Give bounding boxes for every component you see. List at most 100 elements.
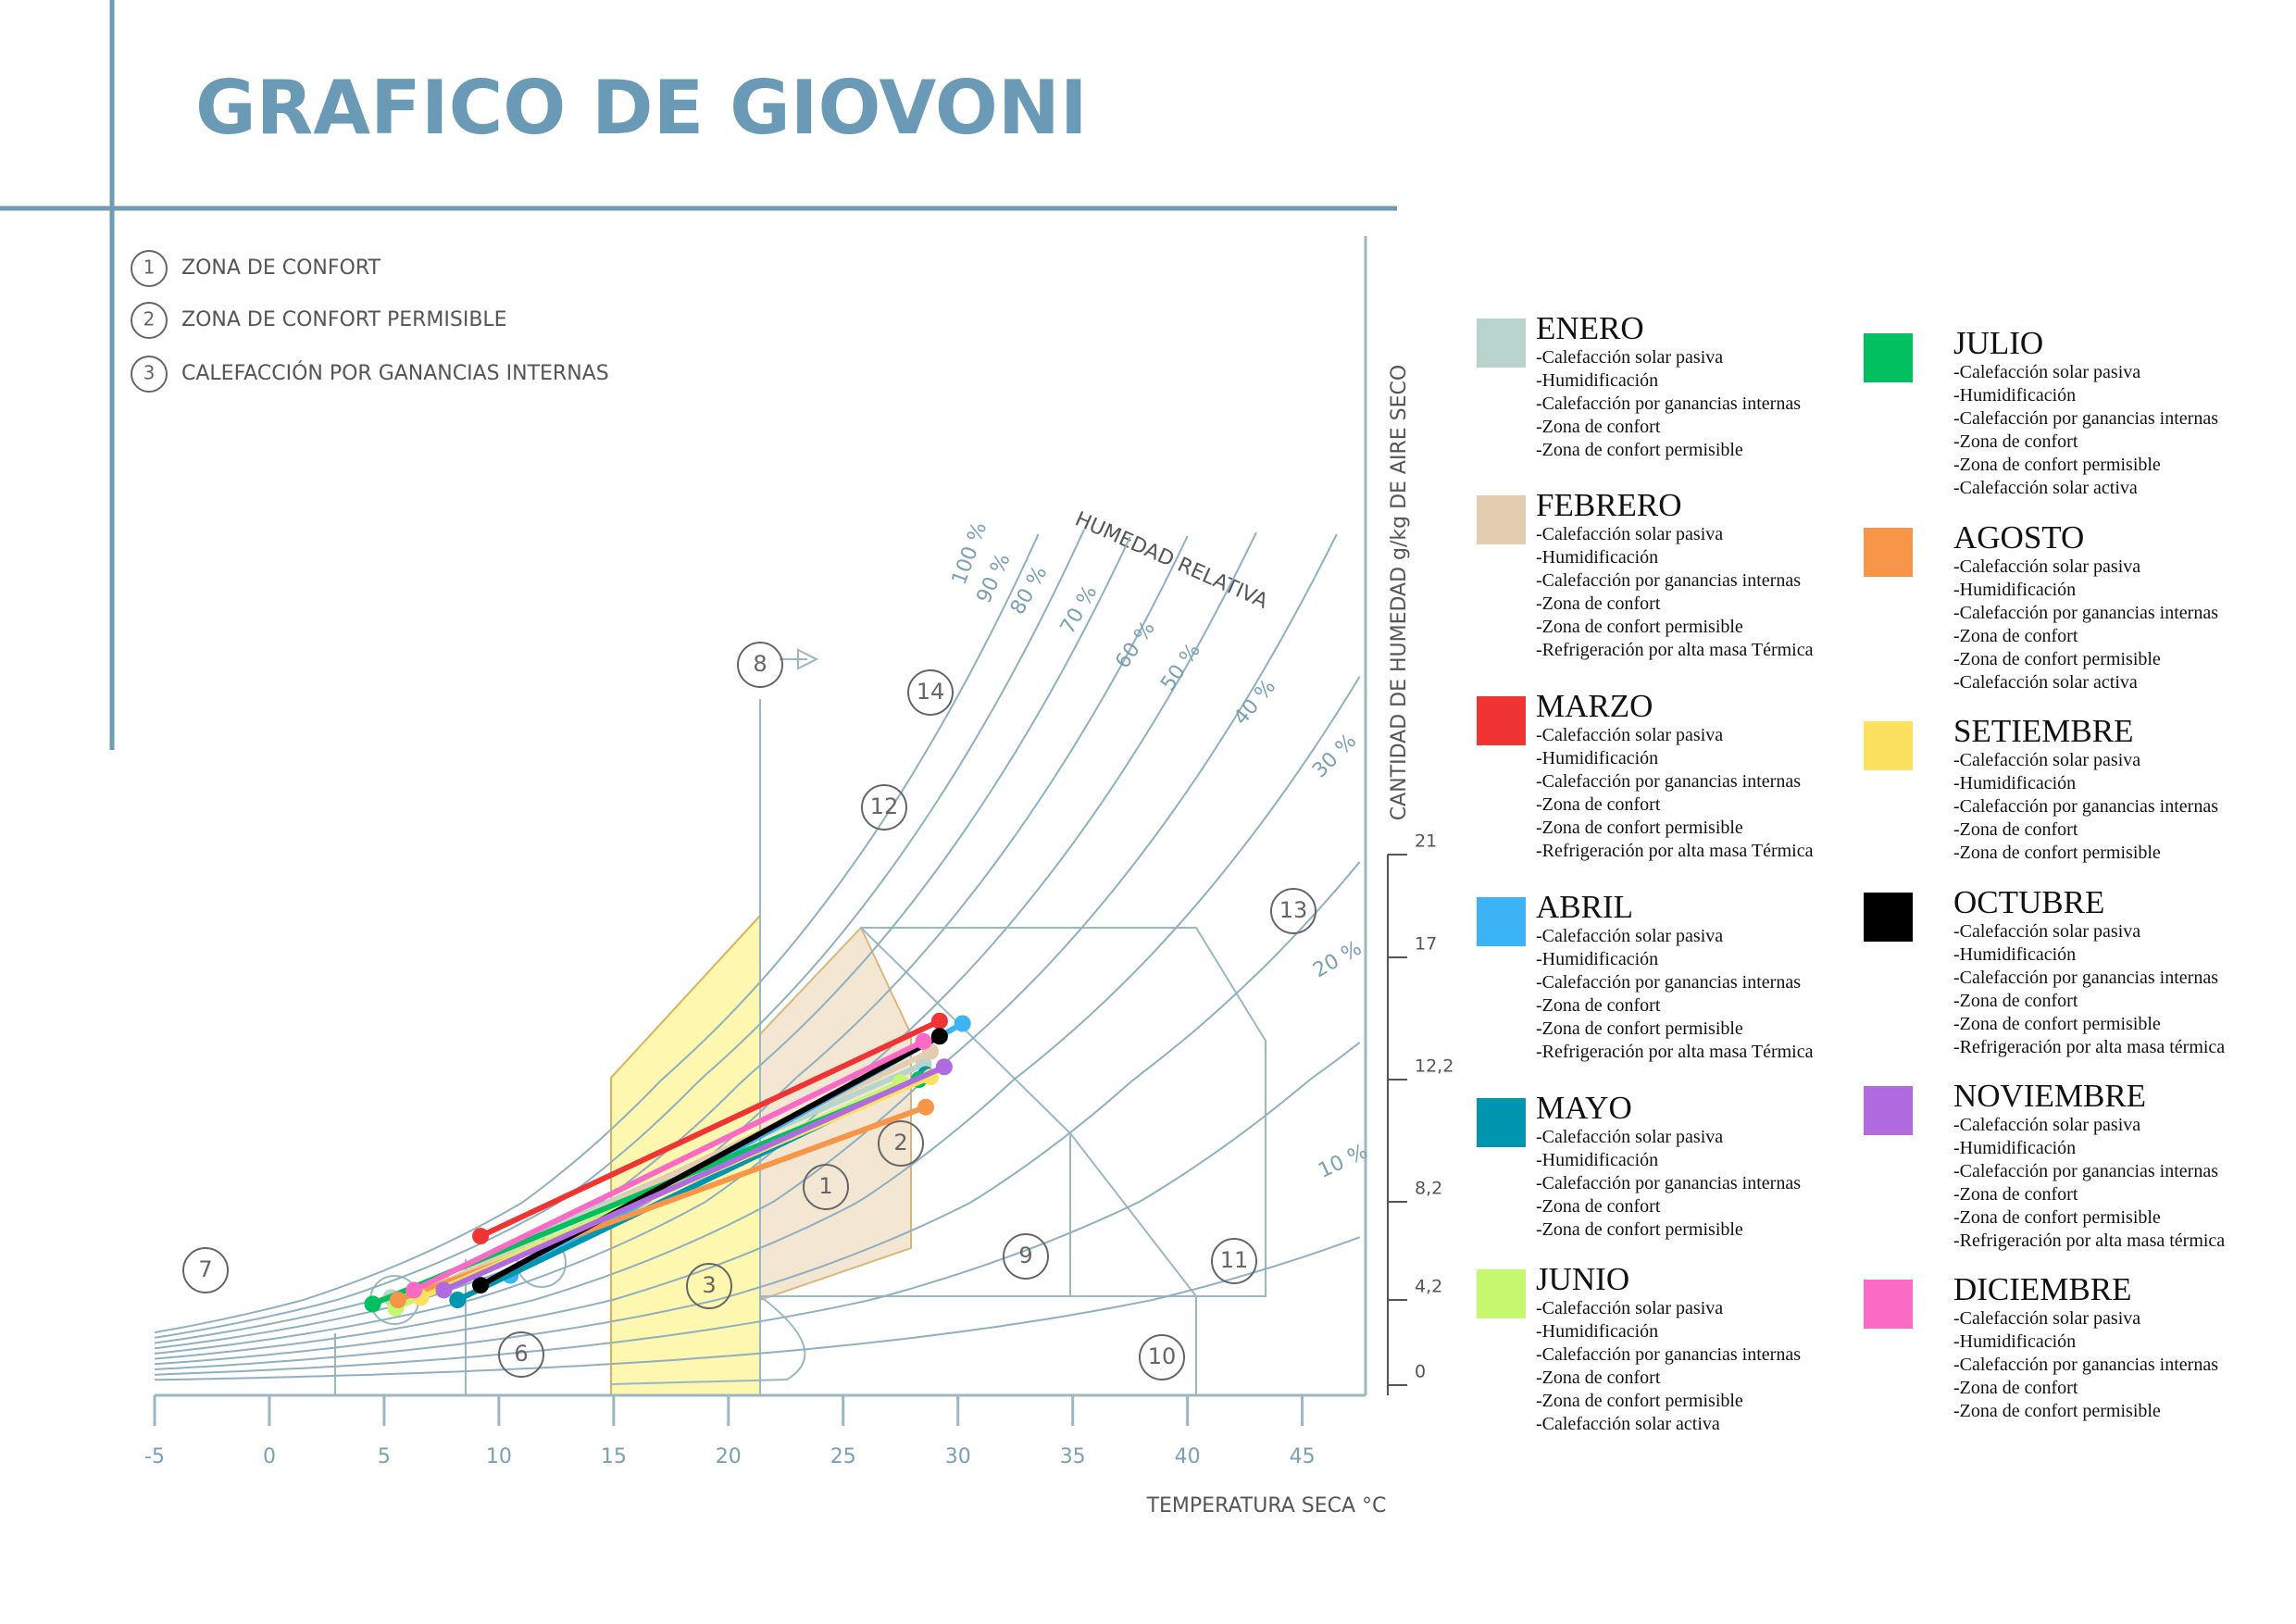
legend-strategy: -Zona de confort permisible: [1953, 843, 2161, 863]
legend-strategy: -Calefacción solar pasiva: [1536, 524, 1723, 544]
legend-strategy: -Zona de confort: [1536, 417, 1661, 437]
key-text: ZONA DE CONFORT: [181, 256, 381, 280]
zone-13-outline: [760, 927, 1267, 1297]
zone-circle: [182, 1247, 229, 1293]
rh-curve: [154, 1042, 1361, 1376]
month-point: [954, 1015, 971, 1032]
legend-strategy: -Calefacción solar pasiva: [1953, 921, 2140, 942]
y-tick-label: 21: [1415, 831, 1437, 852]
legend-strategy: -Zona de confort permisible: [1953, 1014, 2161, 1034]
legend-strategy: -Zona de confort permisible: [1953, 455, 2161, 475]
zone-circle: [1270, 888, 1316, 934]
key-circle: [131, 356, 168, 393]
zone-circle: [1003, 1233, 1049, 1280]
legend-strategy: -Calefacción solar activa: [1953, 672, 2138, 693]
legend-strategy: -Humidificación: [1953, 385, 2076, 406]
key-number: 3: [144, 362, 156, 384]
legend-month: MAYO: [1536, 1090, 1632, 1126]
legend-strategy: -Zona de confort: [1953, 819, 2078, 840]
x-tick-label: 35: [1060, 1445, 1086, 1468]
month-line: [478, 1018, 942, 1240]
zone-8-arrow: [780, 648, 819, 670]
legend-swatch: [1864, 1086, 1913, 1135]
legend-strategy: -Zona de confort permisible: [1536, 818, 1743, 838]
legend-strategy: -Humidificación: [1953, 1331, 2076, 1352]
zone-circle: [1139, 1334, 1185, 1380]
zone-circle: [1211, 1238, 1257, 1284]
legend-strategy: -Zona de confort: [1953, 626, 2078, 646]
zone-circle: [861, 784, 907, 831]
zone-circle: [878, 1120, 924, 1167]
legend-swatch: [1864, 528, 1913, 577]
legend-strategy: -Calefacción por ganancias internas: [1953, 968, 2218, 988]
key-text: ZONA DE CONFORT PERMISIBLE: [181, 308, 507, 331]
x-tick-label: 10: [486, 1445, 512, 1468]
legend-strategy: -Zona de confort: [1536, 1196, 1661, 1217]
month-point: [449, 1292, 467, 1308]
month-point: [930, 1012, 948, 1030]
legend-strategy: -Calefacción solar pasiva: [1536, 725, 1723, 745]
month-line: [411, 1038, 927, 1293]
month-point: [364, 1295, 381, 1313]
legend-strategy: -Calefacción por ganancias internas: [1536, 394, 1801, 414]
month-point: [930, 1028, 948, 1045]
page-title: GRAFICO DE GIOVONI: [195, 65, 1088, 151]
zone-label: 13: [1279, 897, 1308, 923]
legend-strategy: -Zona de confort: [1536, 1368, 1661, 1388]
zone-label: 8: [753, 651, 767, 677]
x-tick-label: 0: [263, 1445, 276, 1468]
x-tick-label: 40: [1175, 1445, 1201, 1468]
legend-month: AGOSTO: [1953, 519, 2084, 556]
rh-curve: [154, 1236, 1360, 1381]
month-line: [441, 1064, 947, 1293]
zone-circle: [803, 1164, 849, 1210]
legend-swatch: [1477, 319, 1526, 368]
legend-strategy: -Calefacción por ganancias internas: [1536, 570, 1801, 591]
rh-label: 40 %: [1229, 675, 1280, 730]
rh-label: 30 %: [1308, 730, 1361, 782]
legend-strategy: -Refrigeración por alta masa térmica: [1953, 1230, 2225, 1251]
legend-strategy: -Zona de confort permisible: [1536, 440, 1743, 460]
zone-label: 3: [702, 1272, 716, 1298]
zone-circle: [907, 669, 954, 716]
legend-strategy: -Humidificación: [1536, 1150, 1658, 1170]
rh-label: 20 %: [1309, 937, 1366, 983]
key-circle: [131, 250, 168, 287]
month-point: [406, 1281, 423, 1299]
y-tick-label: 0: [1415, 1362, 1426, 1382]
x-axis-title: TEMPERATURA SECA °C: [1146, 1494, 1387, 1518]
legend-month: JUNIO: [1536, 1261, 1629, 1297]
legend-strategy: -Humidificación: [1536, 1321, 1658, 1342]
legend-strategy: -Humidificación: [1536, 748, 1658, 768]
legend-swatch: [1864, 1280, 1913, 1329]
legend-strategy: -Calefacción solar pasiva: [1536, 1127, 1723, 1147]
legend-strategy: -Calefacción solar pasiva: [1953, 1308, 2140, 1329]
legend-strategy: -Calefacción por ganancias internas: [1953, 408, 2218, 429]
legend-strategy: -Calefacción por ganancias internas: [1953, 1355, 2218, 1375]
legend-strategy: -Humidificación: [1953, 1138, 2076, 1158]
legend-month: FEBRERO: [1536, 487, 1682, 523]
rh-curve: [154, 861, 1361, 1370]
x-tick-label: 5: [378, 1445, 391, 1468]
zone-label: 7: [198, 1256, 212, 1282]
legend-month: JULIO: [1953, 325, 2043, 361]
legend-strategy: -Refrigeración por alta masa Térmica: [1536, 841, 1814, 861]
month-point: [917, 1098, 935, 1116]
month-point: [389, 1292, 406, 1308]
legend-month: MARZO: [1536, 688, 1653, 724]
zone-6-outline: [610, 1295, 806, 1385]
legend-strategy: -Calefacción solar pasiva: [1953, 556, 2140, 577]
legend-strategy: -Zona de confort: [1536, 593, 1661, 614]
rh-curve: [154, 531, 1257, 1355]
month-point: [915, 1032, 932, 1050]
legend-strategy: -Humidificación: [1536, 370, 1658, 391]
month-line: [478, 1033, 942, 1289]
legend-strategy: -Refrigeración por alta masa Térmica: [1536, 640, 1814, 660]
legend-strategy: -Calefacción solar pasiva: [1953, 362, 2140, 382]
zone-label: 11: [1220, 1247, 1249, 1273]
legend-strategy: -Zona de confort: [1536, 995, 1661, 1016]
legend-month: DICIEMBRE: [1953, 1271, 2132, 1307]
rh-curve: [154, 676, 1361, 1366]
x-tick-label: 45: [1290, 1445, 1316, 1468]
month-point: [472, 1277, 490, 1294]
